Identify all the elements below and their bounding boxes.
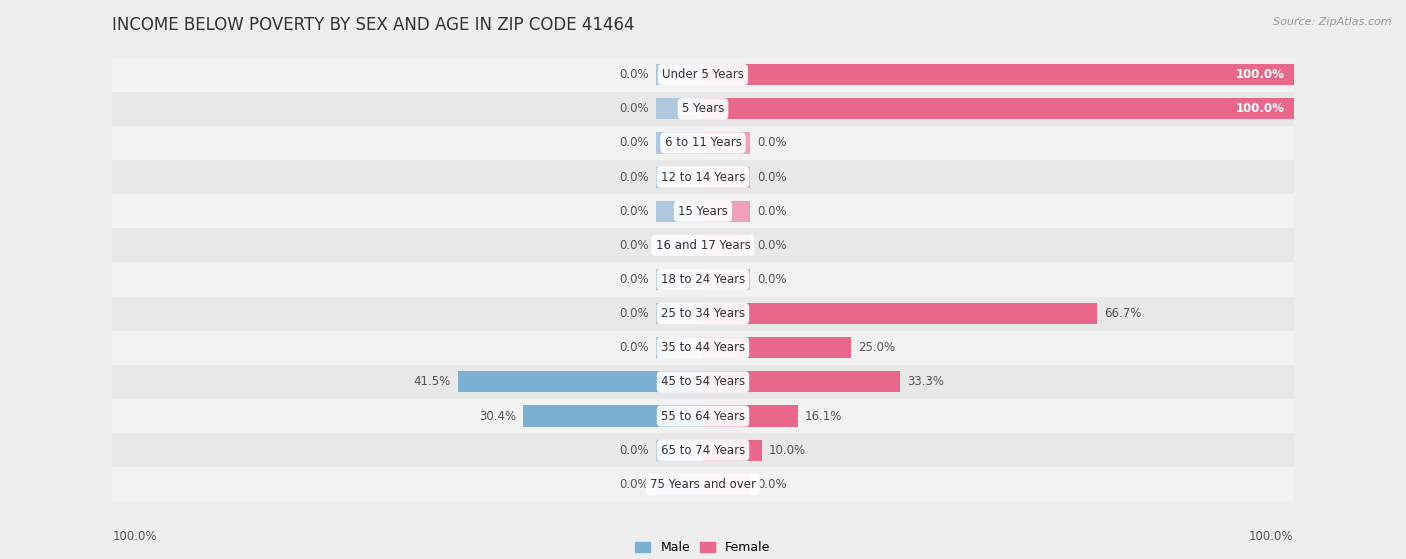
Bar: [703, 98, 1294, 120]
Bar: [112, 92, 1294, 126]
Text: 65 to 74 Years: 65 to 74 Years: [661, 444, 745, 457]
Text: 0.0%: 0.0%: [619, 136, 648, 149]
Bar: [112, 262, 1294, 297]
Bar: [112, 126, 1294, 160]
Bar: [112, 160, 1294, 194]
Text: 0.0%: 0.0%: [619, 205, 648, 217]
Bar: [655, 439, 703, 461]
Text: 0.0%: 0.0%: [619, 170, 648, 183]
Bar: [703, 167, 751, 188]
Text: 0.0%: 0.0%: [758, 136, 787, 149]
Bar: [458, 371, 703, 392]
Text: 55 to 64 Years: 55 to 64 Years: [661, 410, 745, 423]
Text: 0.0%: 0.0%: [619, 273, 648, 286]
Bar: [703, 371, 900, 392]
Bar: [112, 297, 1294, 331]
Text: 0.0%: 0.0%: [758, 170, 787, 183]
Bar: [655, 64, 703, 86]
Text: 0.0%: 0.0%: [619, 444, 648, 457]
Bar: [703, 405, 799, 427]
Bar: [703, 235, 751, 256]
Bar: [112, 467, 1294, 501]
Text: 18 to 24 Years: 18 to 24 Years: [661, 273, 745, 286]
Text: 16.1%: 16.1%: [806, 410, 842, 423]
Text: 100.0%: 100.0%: [112, 530, 157, 543]
Text: 0.0%: 0.0%: [758, 478, 787, 491]
Text: 75 Years and over: 75 Years and over: [650, 478, 756, 491]
Text: Under 5 Years: Under 5 Years: [662, 68, 744, 81]
Bar: [655, 201, 703, 222]
Text: 0.0%: 0.0%: [758, 239, 787, 252]
Text: 0.0%: 0.0%: [758, 205, 787, 217]
Bar: [703, 473, 751, 495]
Text: 25.0%: 25.0%: [858, 342, 894, 354]
Text: INCOME BELOW POVERTY BY SEX AND AGE IN ZIP CODE 41464: INCOME BELOW POVERTY BY SEX AND AGE IN Z…: [112, 16, 636, 34]
Text: 25 to 34 Years: 25 to 34 Years: [661, 307, 745, 320]
Bar: [112, 194, 1294, 228]
Bar: [703, 303, 1097, 324]
Text: 0.0%: 0.0%: [619, 68, 648, 81]
Bar: [703, 439, 762, 461]
Text: 0.0%: 0.0%: [619, 307, 648, 320]
Text: 100.0%: 100.0%: [1249, 530, 1294, 543]
Bar: [703, 201, 751, 222]
Text: 41.5%: 41.5%: [413, 376, 451, 389]
Text: 0.0%: 0.0%: [619, 239, 648, 252]
Bar: [703, 64, 1294, 86]
Bar: [655, 167, 703, 188]
Text: 45 to 54 Years: 45 to 54 Years: [661, 376, 745, 389]
Bar: [112, 433, 1294, 467]
Text: 0.0%: 0.0%: [619, 342, 648, 354]
Bar: [523, 405, 703, 427]
Bar: [703, 269, 751, 290]
Bar: [655, 235, 703, 256]
Text: 10.0%: 10.0%: [769, 444, 806, 457]
Text: 33.3%: 33.3%: [907, 376, 943, 389]
Text: 5 Years: 5 Years: [682, 102, 724, 115]
Bar: [112, 228, 1294, 262]
Text: 0.0%: 0.0%: [619, 478, 648, 491]
Bar: [112, 399, 1294, 433]
Bar: [655, 269, 703, 290]
Bar: [112, 331, 1294, 365]
Text: 0.0%: 0.0%: [619, 102, 648, 115]
Bar: [655, 303, 703, 324]
Text: 16 and 17 Years: 16 and 17 Years: [655, 239, 751, 252]
Bar: [655, 473, 703, 495]
Bar: [655, 337, 703, 358]
Text: 0.0%: 0.0%: [758, 273, 787, 286]
Text: 6 to 11 Years: 6 to 11 Years: [665, 136, 741, 149]
Text: 66.7%: 66.7%: [1104, 307, 1142, 320]
Text: Source: ZipAtlas.com: Source: ZipAtlas.com: [1274, 17, 1392, 27]
Text: 30.4%: 30.4%: [479, 410, 516, 423]
Bar: [112, 365, 1294, 399]
Text: 15 Years: 15 Years: [678, 205, 728, 217]
Text: 100.0%: 100.0%: [1236, 68, 1285, 81]
Bar: [655, 98, 703, 120]
Bar: [703, 337, 851, 358]
Text: 35 to 44 Years: 35 to 44 Years: [661, 342, 745, 354]
Bar: [703, 132, 751, 154]
Legend: Male, Female: Male, Female: [630, 537, 776, 559]
Text: 100.0%: 100.0%: [1236, 102, 1285, 115]
Text: 12 to 14 Years: 12 to 14 Years: [661, 170, 745, 183]
Bar: [112, 58, 1294, 92]
Bar: [655, 132, 703, 154]
